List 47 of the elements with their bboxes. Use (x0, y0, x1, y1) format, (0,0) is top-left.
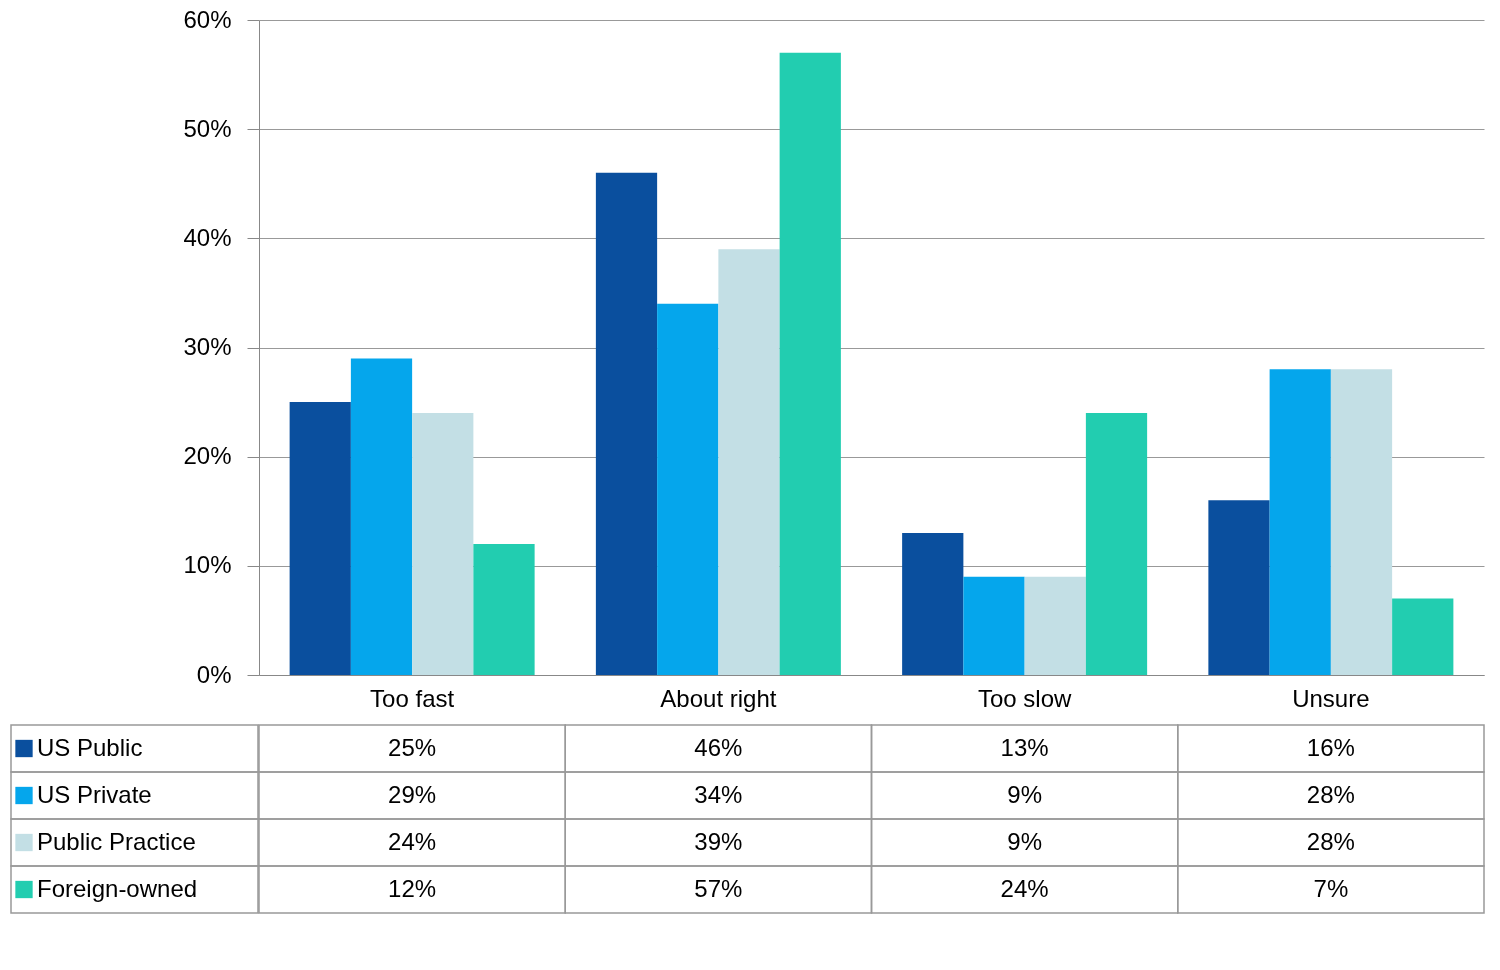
data-label: 25% (388, 733, 437, 761)
bar (1024, 576, 1086, 675)
bar (1085, 413, 1148, 675)
data-label: 7% (1313, 874, 1349, 902)
bar (779, 52, 841, 675)
data-label: 12% (388, 874, 437, 902)
bar (902, 533, 964, 675)
bar (718, 249, 780, 675)
data-label: 24% (388, 827, 437, 855)
legend-label: US Private (37, 780, 152, 808)
data-label: 28% (1306, 827, 1355, 855)
bar (963, 576, 1025, 675)
data-label: 9% (1007, 827, 1042, 855)
legend-label: Public Practice (37, 827, 196, 855)
data-label: 39% (694, 827, 743, 855)
bar (412, 413, 474, 675)
data-label: 29% (388, 780, 437, 808)
bar (1269, 369, 1331, 675)
x-tick-label: About right (660, 684, 777, 712)
data-label: 24% (1000, 874, 1049, 902)
bar (1330, 369, 1393, 675)
data-label: 16% (1306, 733, 1355, 761)
legend-label: Foreign-owned (37, 874, 198, 902)
x-tick-label: Too slow (977, 684, 1072, 712)
data-label: 28% (1306, 780, 1355, 808)
y-tick-label: 20% (183, 442, 232, 470)
y-tick-label: 0% (196, 660, 232, 688)
y-tick-label: 60% (183, 5, 232, 33)
data-label: 46% (694, 733, 743, 761)
bar (289, 402, 351, 675)
bar (657, 303, 719, 675)
bar (350, 358, 413, 675)
bar (595, 172, 658, 675)
data-label: 13% (1000, 733, 1049, 761)
y-tick-label: 10% (183, 551, 232, 579)
data-label: 9% (1007, 780, 1042, 808)
x-tick-label: Unsure (1292, 684, 1370, 712)
data-label: 57% (694, 874, 743, 902)
bar (473, 544, 535, 675)
y-tick-label: 40% (183, 223, 232, 251)
y-tick-label: 50% (183, 114, 232, 142)
legend-label: US Public (37, 733, 143, 761)
y-tick-label: 30% (183, 333, 232, 360)
bar (1392, 598, 1454, 675)
x-tick-label: Too fast (370, 684, 455, 712)
bar (1208, 500, 1270, 675)
data-label: 34% (694, 780, 743, 808)
